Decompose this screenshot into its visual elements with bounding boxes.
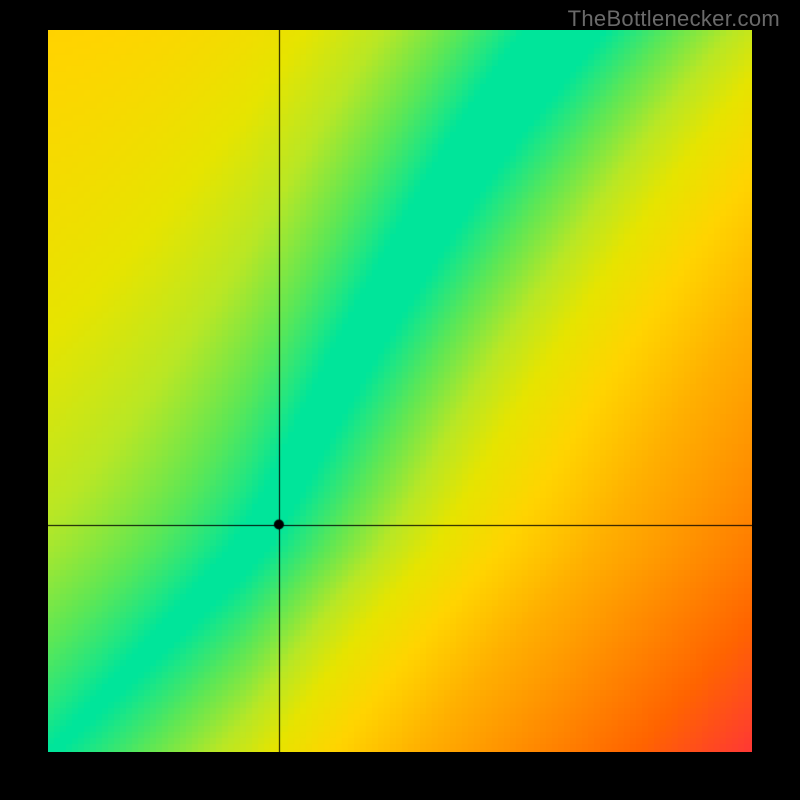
chart-container: TheBottlenecker.com (0, 0, 800, 800)
bottleneck-heatmap (48, 30, 752, 752)
watermark-text: TheBottlenecker.com (568, 6, 780, 32)
